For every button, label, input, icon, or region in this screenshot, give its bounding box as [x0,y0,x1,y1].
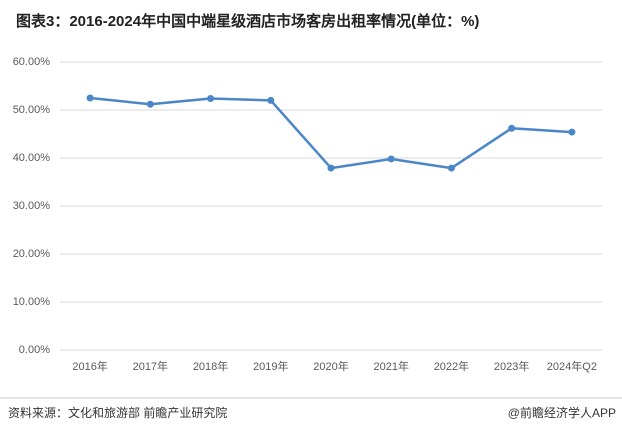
point [146,100,154,108]
x-tick-label: 2018年 [193,359,228,373]
y-tick-label: 20.00% [13,248,51,260]
point [267,96,275,104]
y-tick-label: 40.00% [13,152,51,164]
point [508,124,516,132]
x-tick-label: 2016年 [72,359,107,373]
point [86,94,94,102]
point [327,164,335,172]
y-tick-label: 10.00% [13,296,51,308]
x-tick-label: 2020年 [313,359,348,373]
point [568,128,576,136]
chart-title: 图表3：2016-2024年中国中端星级酒店市场客房出租率情况(单位：%) [16,12,479,30]
y-tick-label: 30.00% [13,200,51,212]
point [207,94,215,102]
x-tick-label: 2023年 [494,359,529,373]
y-tick-label: 0.00% [19,344,50,356]
source: 资料来源：文化和旅游部 前瞻产业研究院 [8,405,227,420]
point [447,164,455,172]
x-tick-label: 2021年 [373,359,408,373]
x-tick-label: 2022年 [434,359,469,373]
x-tick-label: 2019年 [253,359,288,373]
x-tick-label: 2024年Q2 [547,359,597,373]
x-tick-label: 2017年 [133,359,168,373]
y-tick-label: 60.00% [13,56,51,68]
y-tick-label: 50.00% [13,104,51,116]
point [387,155,395,163]
credit: @前瞻经济学人APP [508,405,616,420]
